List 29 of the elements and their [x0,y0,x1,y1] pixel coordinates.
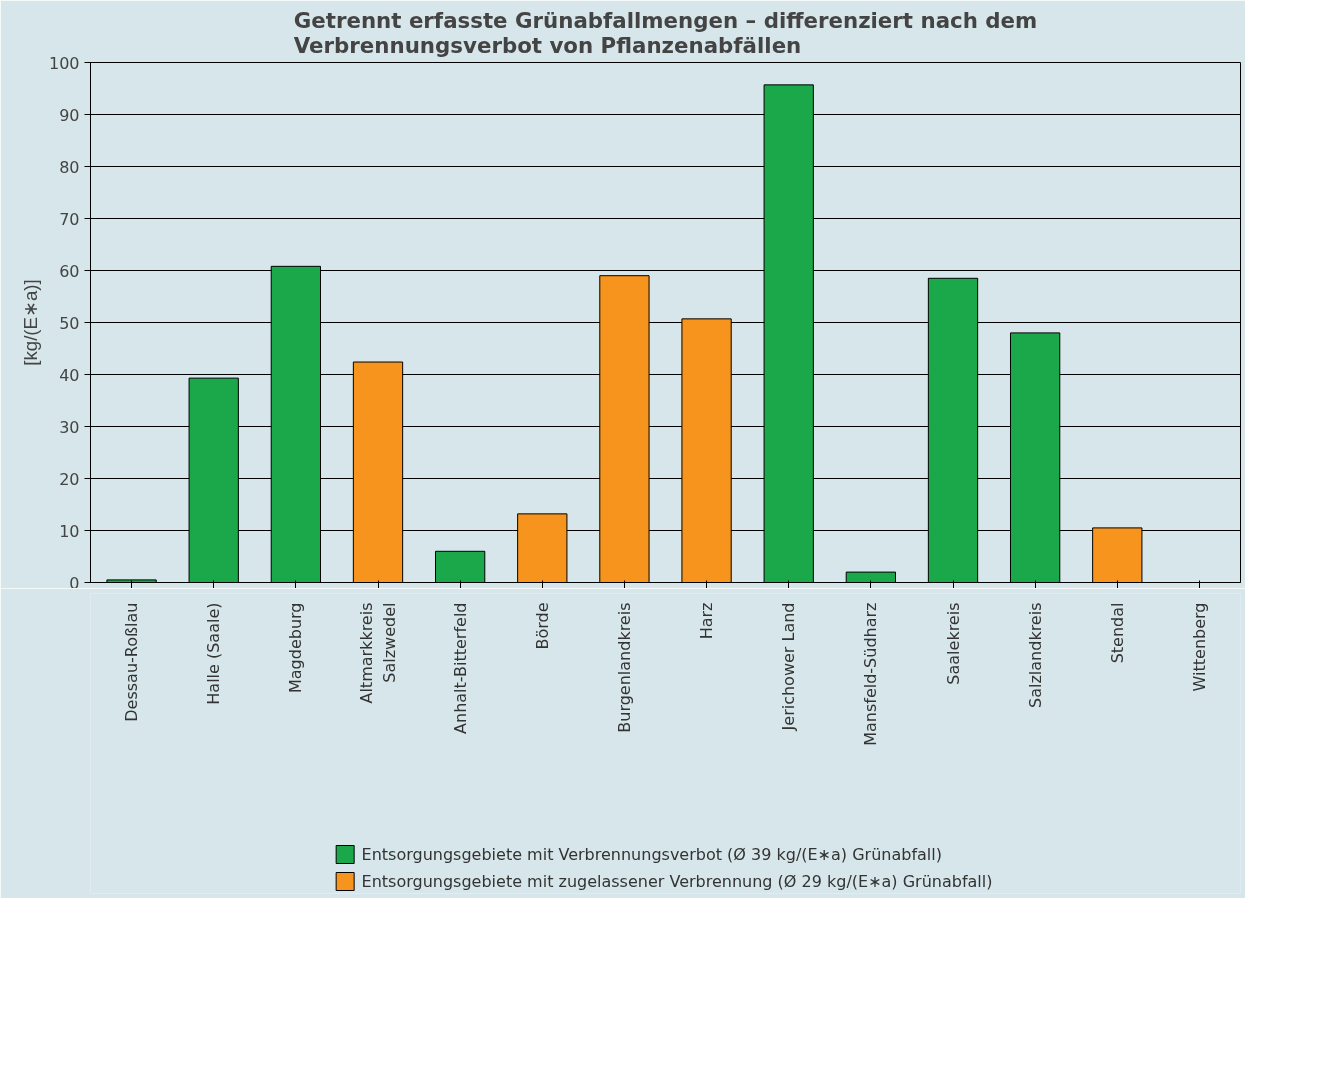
x-tick-label: Altmarkkreis Salzwedel [357,602,399,704]
y-tick-label: 60 [59,261,80,281]
y-tick-label: 80 [59,157,80,177]
y-tick-label: 100 [48,53,80,73]
x-tick-label: Salzlandkreis [1025,602,1045,708]
x-tick-label: Saalekreis [943,602,963,685]
y-tick-label: 90 [59,105,80,125]
y-tick-label: 50 [59,313,80,333]
x-tick-label: Börde [532,602,552,650]
y-tick-label: 40 [59,365,80,385]
chart-title: Getrennt erfasste Grünabfallmengen – differenziert nach dem Verbrennungsverbot von Pflanzenabfällen [293,7,1038,58]
x-tick-label: Mansfeld-Südharz [861,602,881,746]
x-tick-label: Burgenlandkreis [614,602,634,733]
x-tick-label: Magdeburg [286,602,306,694]
legend-label: Entsorgungsgebiete mit Verbrennungsverbot (Ø 39 kg/(E∗a) Grünabfall) [361,845,942,864]
x-tick-label: Halle (Saale) [204,602,224,705]
x-tick-label: Dessau-Roßlau [122,602,142,722]
y-tick-label: 70 [59,209,80,229]
legend-label: Entsorgungsgebiete mit zugelassener Verbrennung (Ø 29 kg/(E∗a) Grünabfall) [361,872,993,891]
x-tick-label: Stendal [1107,602,1127,664]
x-tick-label: Harz [697,602,717,640]
x-tick-label: Wittenberg [1189,602,1209,692]
y-tick-label: 10 [59,521,80,541]
y-tick-label: 20 [59,469,80,489]
y-tick-label: 0 [69,573,80,593]
x-tick-label: Anhalt-Bitterfeld [450,602,470,734]
x-tick-label: Jerichower Land [779,602,799,732]
y-tick-label: 30 [59,417,80,437]
y-axis-title: [kg/(E∗a)] [19,279,41,366]
